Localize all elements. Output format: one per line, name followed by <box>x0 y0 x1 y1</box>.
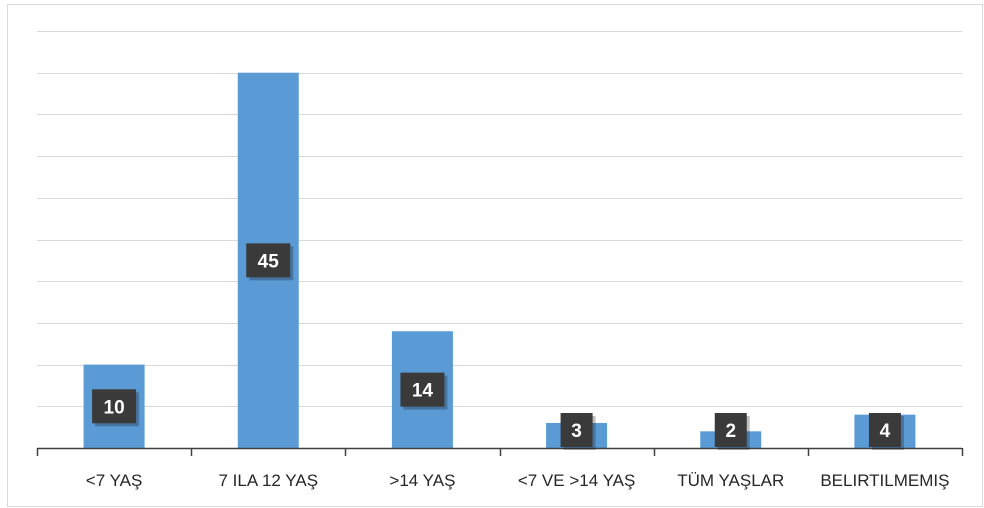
data-label-box <box>246 243 291 278</box>
data-label: 3 <box>560 413 596 450</box>
data-label: 45 <box>246 243 294 281</box>
data-label: 10 <box>92 389 140 427</box>
data-label-box <box>560 413 593 447</box>
data-label: 2 <box>714 413 750 450</box>
data-label-box <box>714 413 747 447</box>
category-label: <7 VE >14 YAŞ <box>518 471 636 490</box>
category-label: >14 YAŞ <box>389 471 455 490</box>
data-label-value: 4 <box>880 421 891 442</box>
data-label: 4 <box>868 413 904 450</box>
category-label: TÜM YAŞLAR <box>677 471 784 490</box>
data-labels: 10 45 14 3 2 4 <box>92 243 904 450</box>
data-label-box <box>400 372 445 407</box>
category-label: 7 ILA 12 YAŞ <box>218 471 318 490</box>
category-label: BELIRTILMEMIŞ <box>820 471 949 490</box>
category-labels: <7 YAŞ 7 ILA 12 YAŞ >14 YAŞ <7 VE >14 YAŞ TÜ… <box>86 471 950 490</box>
gridlines <box>37 31 962 407</box>
x-axis <box>36 447 964 456</box>
data-label: 14 <box>400 372 448 410</box>
data-label-value: 10 <box>104 397 125 418</box>
chart-frame <box>7 4 983 507</box>
data-label-box <box>92 389 137 424</box>
data-label-value: 14 <box>412 381 434 402</box>
data-label-box <box>868 413 901 447</box>
bars <box>83 72 916 448</box>
data-label-value: 2 <box>725 421 736 442</box>
data-label-value: 45 <box>258 251 280 272</box>
category-label: <7 YAŞ <box>86 471 143 490</box>
data-label-value: 3 <box>571 421 582 442</box>
